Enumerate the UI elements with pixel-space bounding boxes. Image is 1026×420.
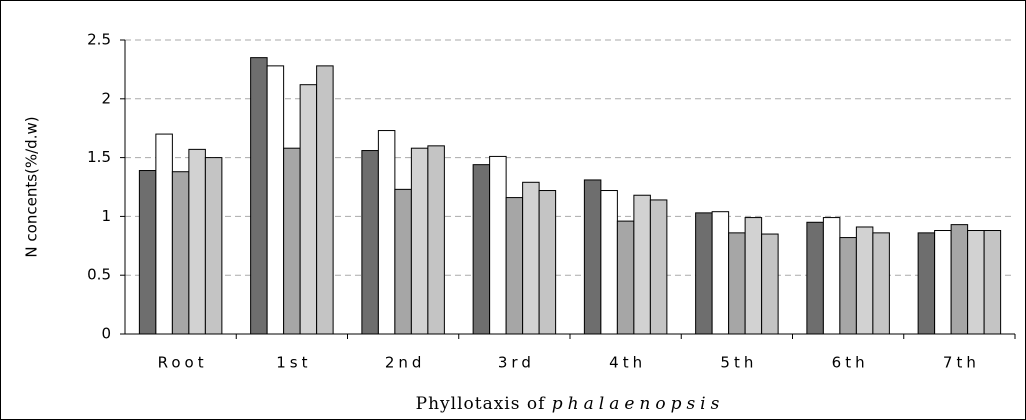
x-axis-label-italic: phalaenopsis	[552, 394, 725, 414]
bar	[283, 147, 301, 335]
y-tick-label: 1.5	[87, 148, 111, 166]
bar	[138, 170, 157, 335]
bar	[761, 233, 779, 335]
y-tick-label: 1	[101, 207, 111, 225]
bar	[917, 232, 936, 335]
bar	[188, 148, 206, 335]
bar	[855, 226, 874, 335]
x-tick-label: 5th	[720, 354, 757, 372]
bar	[377, 130, 396, 335]
bar	[522, 181, 540, 335]
bar	[728, 232, 746, 335]
bar	[806, 221, 824, 335]
x-tick-label: 6th	[832, 354, 869, 372]
y-axis-label: N concents(%/d.w)	[23, 116, 41, 257]
y-tick-label: 0.5	[87, 266, 111, 284]
x-tick-label: Root	[158, 354, 208, 372]
bar	[600, 190, 618, 335]
bar	[839, 237, 857, 335]
bar	[967, 230, 985, 335]
bar	[583, 179, 602, 335]
bar	[822, 217, 841, 335]
x-axis-label-text: Phyllotaxis of	[416, 394, 546, 414]
bar	[171, 171, 190, 335]
bar	[950, 224, 969, 335]
x-tick-label: 3rd	[498, 354, 535, 372]
bar	[616, 220, 635, 335]
bar	[649, 199, 668, 335]
bar	[427, 145, 445, 335]
bar	[538, 190, 557, 335]
x-axis-label: Phyllotaxis of phalaenopsis	[416, 394, 725, 414]
bar	[204, 157, 223, 335]
y-tick-label: 0	[101, 325, 111, 343]
y-tick-label: 2.5	[87, 31, 111, 49]
bar	[394, 188, 412, 335]
bar	[711, 211, 730, 335]
bar	[633, 194, 651, 335]
bar	[361, 150, 379, 335]
x-tick-label: 2nd	[385, 354, 426, 372]
x-tick-label: 4th	[609, 354, 646, 372]
x-tick-label: 7th	[943, 354, 980, 372]
bar	[472, 164, 491, 335]
bar	[983, 230, 1002, 335]
bar	[155, 133, 173, 335]
bar	[695, 212, 713, 335]
bar	[316, 65, 334, 335]
bar	[872, 232, 890, 335]
bar	[250, 57, 268, 335]
x-tick-label: 1st	[276, 354, 311, 372]
bar	[505, 197, 524, 335]
bar	[934, 230, 952, 335]
bar	[489, 155, 507, 335]
bar	[744, 217, 763, 335]
y-tick-label: 2	[101, 89, 111, 107]
bar	[299, 84, 318, 335]
bar	[266, 65, 285, 335]
bar	[410, 147, 429, 335]
